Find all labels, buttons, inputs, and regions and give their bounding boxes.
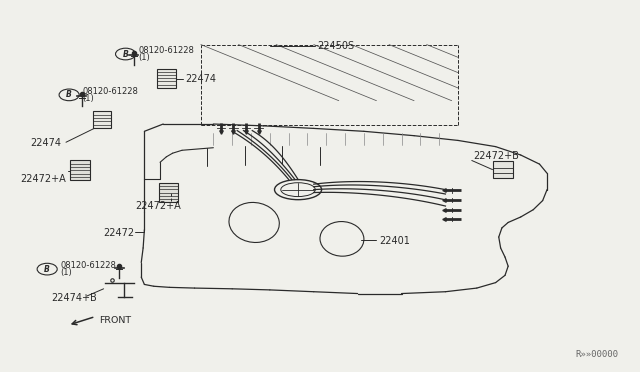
Text: B: B	[66, 90, 72, 99]
Text: B: B	[123, 49, 129, 58]
Text: 22450S: 22450S	[317, 41, 354, 51]
Text: 22474: 22474	[30, 138, 61, 148]
Text: 08120-61228: 08120-61228	[139, 46, 195, 55]
Text: 22472+B: 22472+B	[474, 151, 520, 161]
Text: 22472: 22472	[104, 228, 135, 238]
Text: 22474+B: 22474+B	[52, 293, 97, 303]
Text: 22401: 22401	[380, 236, 410, 246]
Text: 08120-61228: 08120-61228	[60, 261, 116, 270]
Text: B: B	[44, 264, 50, 274]
Text: FRONT: FRONT	[99, 317, 131, 326]
Bar	[159, 183, 178, 202]
Bar	[157, 69, 176, 87]
Bar	[70, 160, 90, 180]
Text: 22474: 22474	[185, 74, 216, 84]
Text: 08120-61228: 08120-61228	[83, 87, 138, 96]
Text: 22472+A: 22472+A	[20, 174, 66, 185]
Text: (1): (1)	[139, 53, 150, 62]
Text: (1): (1)	[83, 94, 94, 103]
Bar	[93, 112, 111, 128]
Text: 22472+A: 22472+A	[135, 201, 180, 211]
Text: (1): (1)	[60, 268, 72, 277]
Bar	[493, 161, 513, 178]
Text: R»»00000: R»»00000	[575, 350, 618, 359]
